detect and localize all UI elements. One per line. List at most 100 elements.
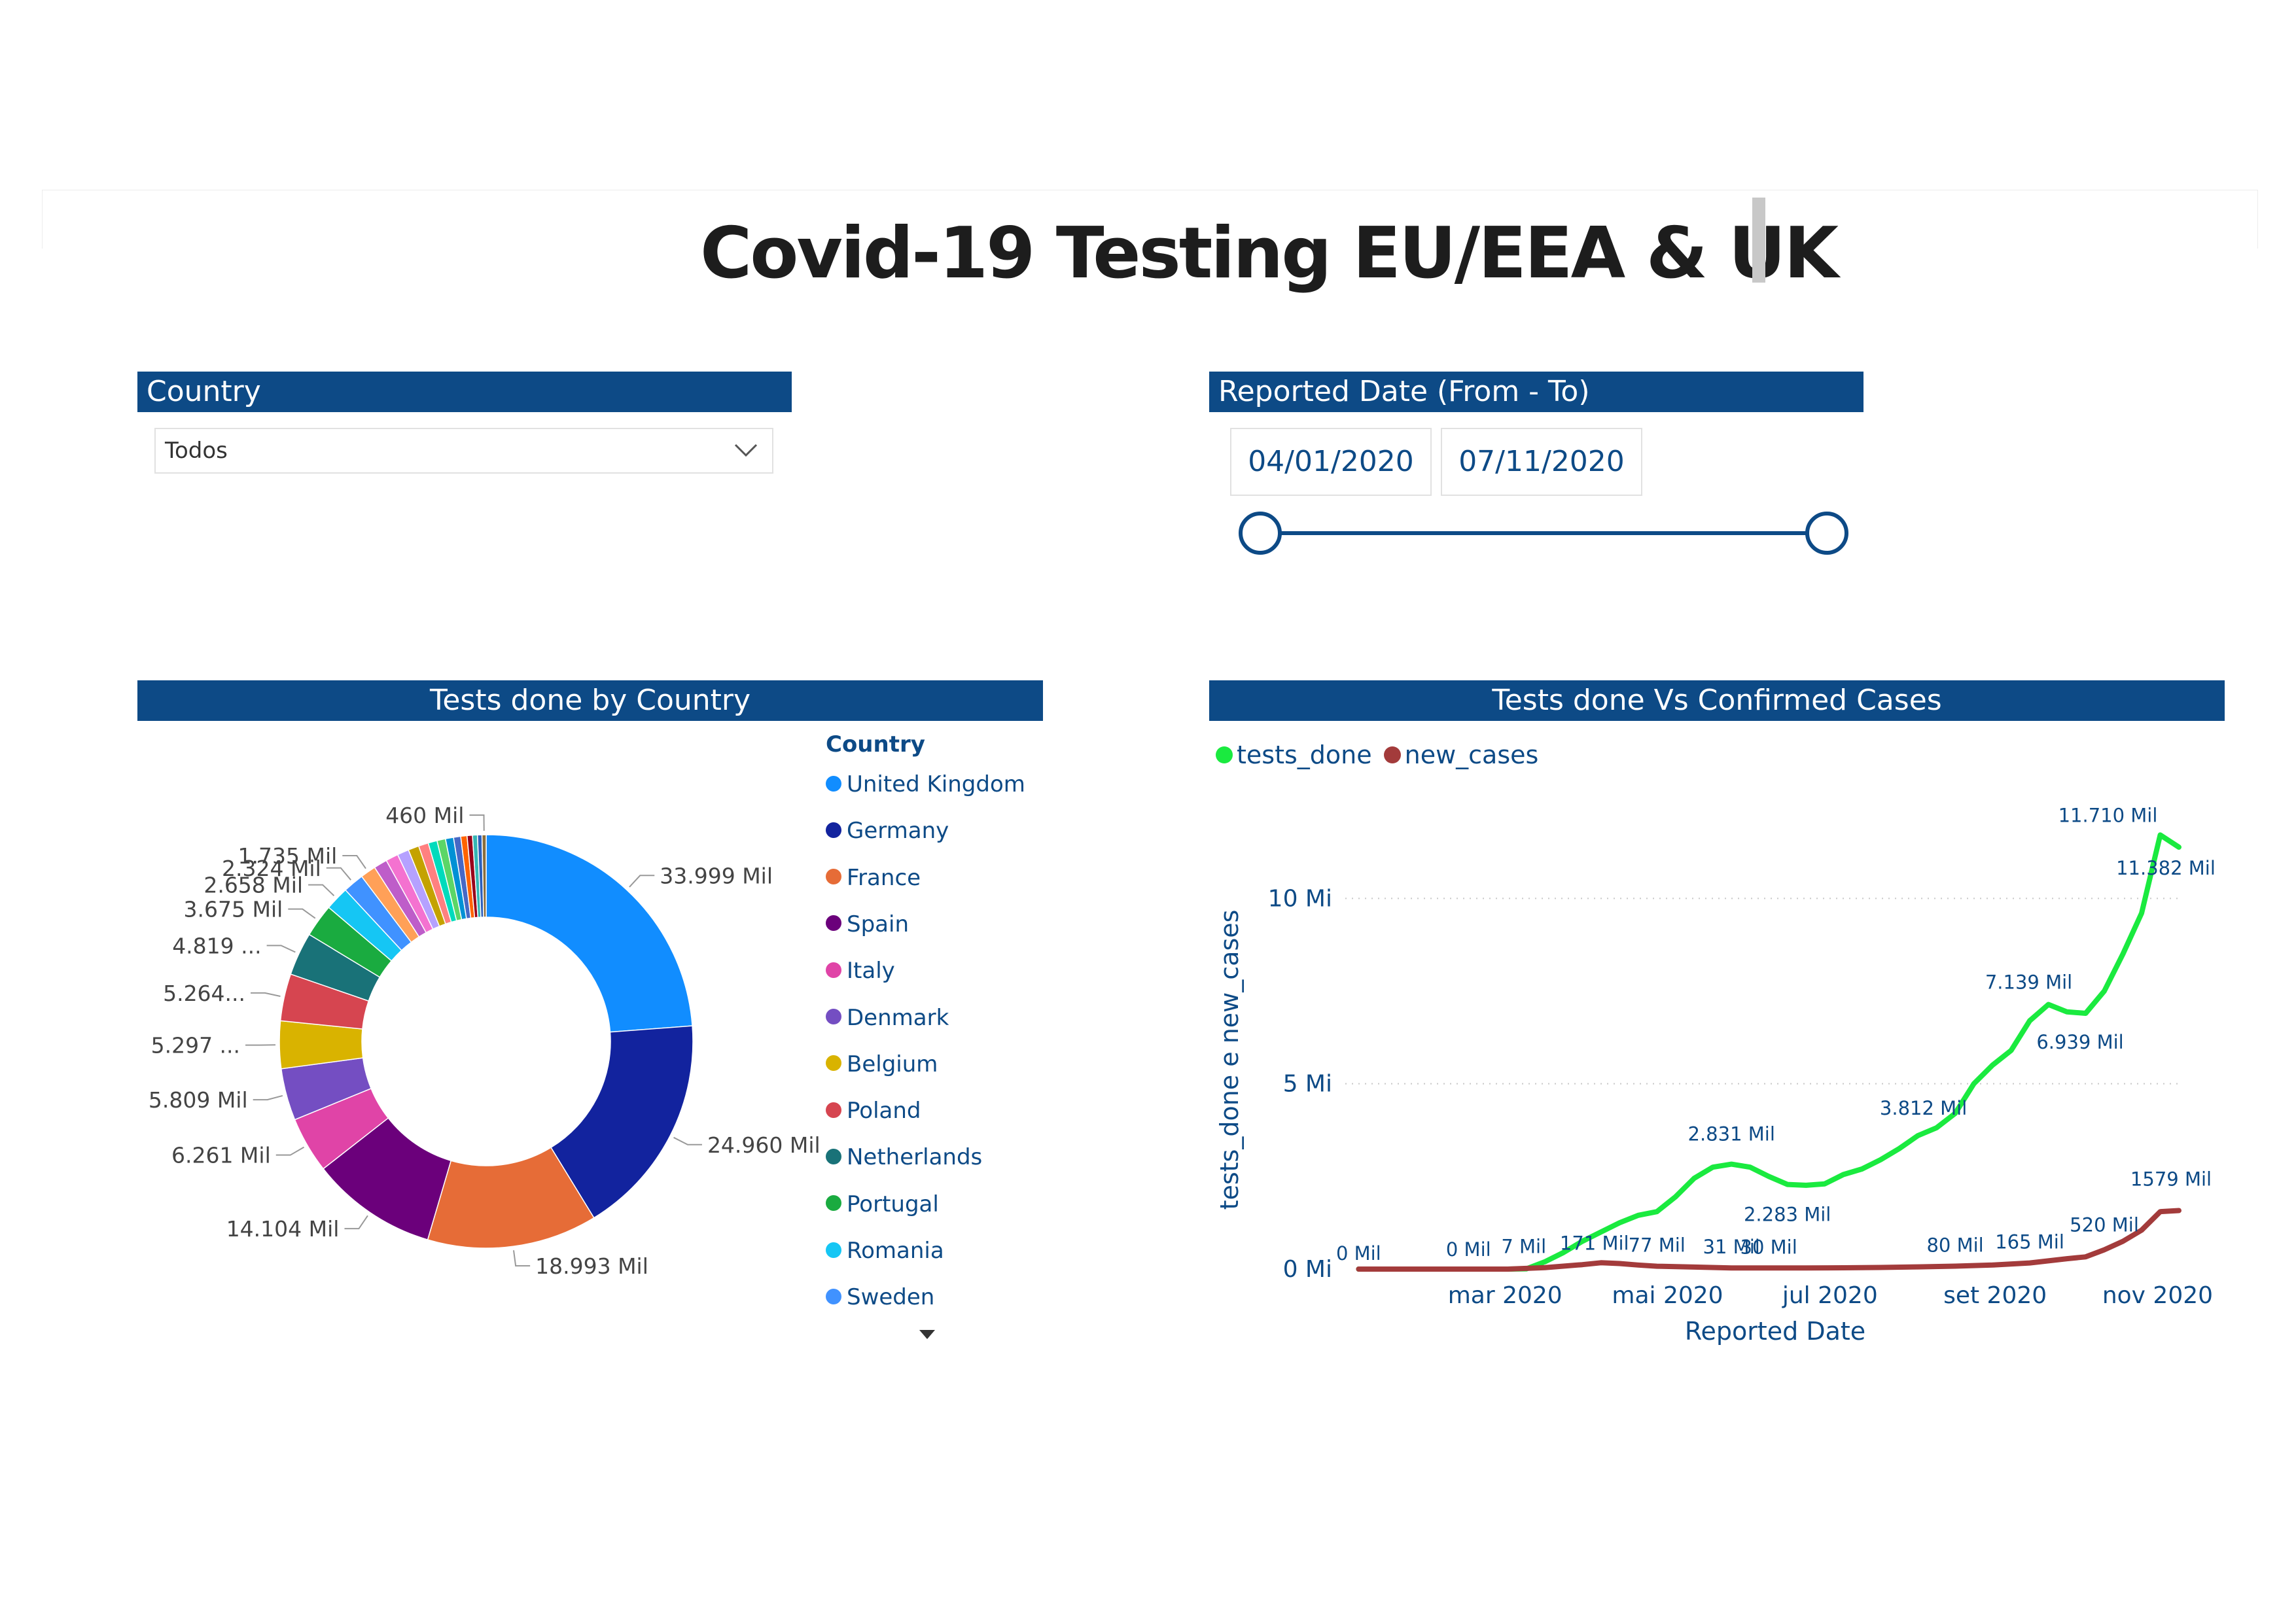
y-axis-title: tests_done e new_cases bbox=[1215, 910, 1244, 1210]
line-data-label: 30 Mil bbox=[1740, 1236, 1797, 1258]
legend-dot-icon bbox=[826, 1195, 841, 1212]
slider-handle-from[interactable] bbox=[1239, 512, 1282, 555]
line-chart: 0 Mi 5 Mi 10 Mi mar 2020 mai 2020 jul 2020 set… bbox=[1215, 804, 2216, 1346]
donut-leader-line bbox=[288, 908, 316, 919]
legend-item-netherlands[interactable]: Netherlands bbox=[826, 1141, 982, 1174]
donut-data-label: 4.819 ... bbox=[172, 933, 261, 958]
donut-slice-germany[interactable] bbox=[550, 1025, 694, 1219]
legend-label: France bbox=[847, 864, 921, 891]
legend-label: Portugal bbox=[847, 1191, 939, 1217]
legend-item-france[interactable]: France bbox=[826, 862, 921, 894]
legend-label: Poland bbox=[847, 1098, 921, 1125]
page-title: Covid-19 Testing EU/EEA & UK bbox=[700, 213, 1839, 294]
line-data-label: 165 Mil bbox=[1995, 1231, 2064, 1253]
donut-leader-line bbox=[326, 867, 351, 881]
line-data-label: 1579 Mil bbox=[2130, 1168, 2212, 1191]
donut-leader-line bbox=[469, 814, 485, 831]
legend-item-portugal[interactable]: Portugal bbox=[826, 1188, 939, 1221]
donut-data-label: 33.999 Mil bbox=[660, 863, 773, 888]
legend-dot-icon bbox=[826, 1102, 841, 1118]
donut-leader-line bbox=[251, 992, 281, 997]
date-filter-header: Reported Date (From - To) bbox=[1209, 372, 1863, 412]
line-legend-item-new-cases[interactable]: new_cases bbox=[1383, 741, 1539, 769]
line-data-label: 3.812 Mil bbox=[1880, 1097, 1967, 1119]
caret-down-icon[interactable] bbox=[917, 1328, 937, 1341]
slider-handle-to[interactable] bbox=[1805, 512, 1848, 555]
line-data-label: 11.382 Mil bbox=[2116, 857, 2216, 879]
chevron-down-icon[interactable] bbox=[733, 441, 759, 463]
line-data-label: 0 Mil bbox=[1446, 1238, 1491, 1261]
line-data-label: 171 Mil bbox=[1560, 1232, 1629, 1254]
legend-dot-icon bbox=[826, 1242, 841, 1258]
legend-label: Italy bbox=[847, 958, 895, 985]
legend-dot-icon bbox=[826, 1055, 841, 1072]
legend-dot-icon bbox=[826, 1148, 841, 1164]
legend-item-belgium[interactable]: Belgium bbox=[826, 1048, 938, 1081]
legend-dot-icon bbox=[826, 1288, 841, 1304]
line-chart-title: Tests done Vs Confirmed Cases bbox=[1209, 680, 2225, 721]
x-tick-label: nov 2020 bbox=[2102, 1282, 2213, 1309]
donut-data-label: 18.993 Mil bbox=[535, 1253, 648, 1279]
legend-dot-icon bbox=[826, 822, 841, 838]
date-to-input[interactable]: 07/11/2020 bbox=[1441, 428, 1642, 496]
line-data-label: 80 Mil bbox=[1926, 1234, 1983, 1256]
donut-data-label: 5.264... bbox=[163, 981, 245, 1006]
x-tick-label: set 2020 bbox=[1943, 1282, 2047, 1309]
donut-slice-united-kingdom[interactable] bbox=[486, 834, 693, 1033]
donut-data-label: 2.324 Mil bbox=[222, 856, 321, 881]
donut-data-label: 24.960 Mil bbox=[707, 1132, 821, 1158]
legend-item-united-kingdom[interactable]: United Kingdom bbox=[826, 768, 1025, 801]
line-data-label: 7 Mil bbox=[1501, 1236, 1546, 1258]
date-range-slider[interactable] bbox=[1230, 504, 1858, 563]
donut-data-label: 5.297 ... bbox=[151, 1033, 240, 1058]
series-line-new-cases[interactable] bbox=[1356, 1208, 2181, 1272]
legend-label: Denmark bbox=[847, 1004, 949, 1031]
title-frame-left bbox=[42, 190, 43, 249]
donut-chart: 33.999 Mil 24.960 Mil 18.993 Mil 14.104 Mil… bbox=[149, 803, 821, 1279]
legend-label: tests_done bbox=[1237, 741, 1372, 769]
legend-item-denmark[interactable]: Denmark bbox=[826, 1002, 949, 1034]
donut-data-label: 6.261 Mil bbox=[171, 1143, 271, 1168]
line-legend-item-tests-done[interactable]: tests_done bbox=[1216, 741, 1372, 769]
legend-item-sweden[interactable]: Sweden bbox=[826, 1281, 934, 1314]
legend-label: Sweden bbox=[847, 1284, 935, 1311]
donut-data-label: 460 Mil bbox=[385, 803, 464, 828]
donut-chart-title: Tests done by Country bbox=[137, 680, 1043, 721]
legend-item-italy[interactable]: Italy bbox=[826, 954, 895, 987]
donut-leader-line bbox=[266, 945, 296, 953]
line-data-label: 6.939 Mil bbox=[2036, 1031, 2123, 1053]
date-from-input[interactable]: 04/01/2020 bbox=[1230, 428, 1432, 496]
donut-leader-line bbox=[512, 1250, 531, 1267]
donut-data-label: 2.658 Mil bbox=[203, 873, 303, 898]
country-dropdown[interactable]: Todos bbox=[154, 428, 773, 474]
legend-label: new_cases bbox=[1404, 741, 1539, 769]
legend-item-romania[interactable]: Romania bbox=[826, 1234, 944, 1267]
legend-label: Germany bbox=[847, 818, 949, 845]
donut-slice-other-26[interactable] bbox=[481, 834, 487, 918]
line-data-label: 520 Mil bbox=[2070, 1214, 2139, 1236]
donut-leader-line bbox=[275, 1146, 305, 1156]
donut-leader-line bbox=[629, 875, 655, 888]
line-data-label: 2.283 Mil bbox=[1744, 1204, 1831, 1226]
line-data-label: 0 Mil bbox=[1336, 1242, 1381, 1265]
legend-label: Spain bbox=[847, 911, 909, 937]
legend-label: Belgium bbox=[847, 1051, 938, 1077]
legend-dot-icon bbox=[826, 915, 841, 932]
legend-item-germany[interactable]: Germany bbox=[826, 814, 949, 847]
legend-item-spain[interactable]: Spain bbox=[826, 908, 909, 941]
donut-data-label: 1.735 Mil bbox=[238, 843, 338, 869]
donut-leader-line bbox=[673, 1136, 702, 1145]
y-tick-label: 0 Mi bbox=[1283, 1256, 1332, 1283]
x-axis-title: Reported Date bbox=[1685, 1317, 1865, 1346]
line-data-label: 11.710 Mil bbox=[2058, 804, 2158, 826]
title-text-cursor bbox=[1752, 198, 1765, 283]
line-chart-legend: tests_done new_cases bbox=[1216, 741, 1550, 769]
legend-dot-icon bbox=[1216, 746, 1233, 763]
legend-item-poland[interactable]: Poland bbox=[826, 1094, 921, 1127]
series-line-tests-done[interactable] bbox=[1356, 832, 2181, 1272]
donut-leader-line bbox=[344, 1215, 368, 1230]
donut-leader-line bbox=[342, 855, 366, 869]
donut-leader-line bbox=[308, 884, 335, 897]
donut-data-label: 3.675 Mil bbox=[184, 897, 283, 922]
line-data-label: 31 Mil bbox=[1703, 1236, 1760, 1258]
